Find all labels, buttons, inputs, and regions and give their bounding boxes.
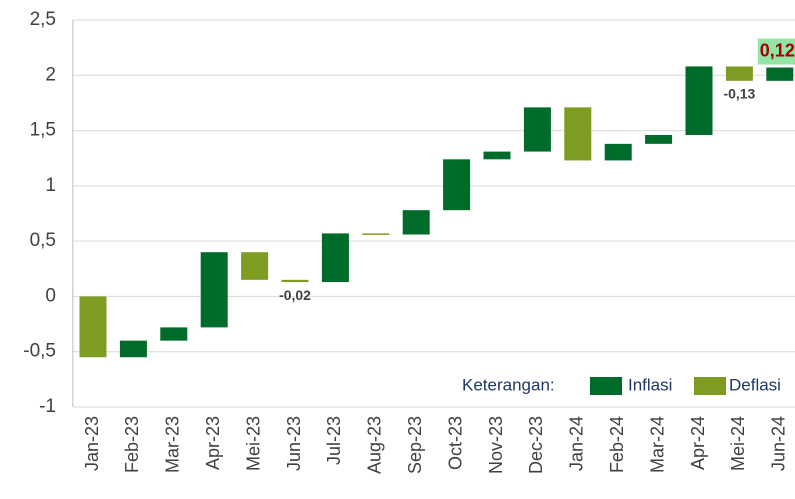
legend-label: Inflasi — [628, 375, 672, 394]
bar — [119, 340, 147, 358]
y-tick-label: 2 — [45, 64, 56, 85]
value-label-bg — [757, 38, 795, 65]
bar — [483, 151, 511, 160]
bar — [241, 252, 269, 280]
x-tick-label: Apr-23 — [203, 416, 223, 470]
bar — [321, 233, 349, 283]
x-tick-label: Dec-23 — [526, 416, 546, 474]
x-tick-label: Feb-24 — [607, 416, 627, 473]
x-tick-label: Mar-24 — [647, 416, 667, 473]
bar — [79, 296, 107, 358]
x-tick-label: Oct-23 — [445, 416, 465, 470]
bar — [645, 134, 673, 144]
x-tick-label: Aug-23 — [365, 416, 385, 474]
bar — [402, 210, 430, 235]
value-label: -0,13 — [723, 86, 755, 102]
legend-title: Keterangan: — [462, 375, 555, 394]
y-tick-label: -0,5 — [23, 341, 56, 362]
y-tick-label: 2,5 — [30, 9, 56, 30]
y-tick-label: -1 — [39, 396, 56, 417]
bar — [725, 66, 753, 81]
x-tick-label: Sep-23 — [405, 416, 425, 474]
x-tick-label: Jan-24 — [567, 416, 587, 471]
value-label: 0,12 — [760, 40, 795, 60]
bar — [200, 252, 228, 328]
bar — [443, 159, 471, 211]
x-tick-label: Jun-24 — [769, 416, 789, 471]
y-tick-label: 1 — [45, 175, 56, 196]
x-tick-label: Mar-23 — [163, 416, 183, 473]
bar — [281, 279, 309, 283]
y-tick-label: 0 — [45, 285, 56, 306]
y-tick-label: 1,5 — [30, 120, 56, 141]
legend-label: Deflasi — [729, 375, 781, 394]
legend-swatch — [694, 377, 726, 395]
x-tick-label: Feb-23 — [122, 416, 142, 473]
bar — [160, 327, 188, 341]
x-tick-label: Jun-23 — [284, 416, 304, 471]
x-tick-label: Mei-23 — [243, 416, 263, 471]
x-tick-label: Jan-23 — [82, 416, 102, 471]
bar — [685, 66, 713, 135]
bar — [604, 143, 632, 161]
y-tick-label: 0,5 — [30, 230, 56, 251]
value-label: -0,02 — [279, 287, 311, 303]
x-tick-label: Apr-24 — [688, 416, 708, 470]
bar — [564, 107, 592, 161]
x-tick-label: Nov-23 — [486, 416, 506, 474]
bar — [766, 67, 794, 81]
legend-swatch — [590, 377, 622, 395]
x-tick-label: Jul-23 — [324, 416, 344, 465]
x-tick-label: Mei-24 — [728, 416, 748, 471]
bar — [362, 233, 390, 235]
bar — [523, 107, 551, 152]
